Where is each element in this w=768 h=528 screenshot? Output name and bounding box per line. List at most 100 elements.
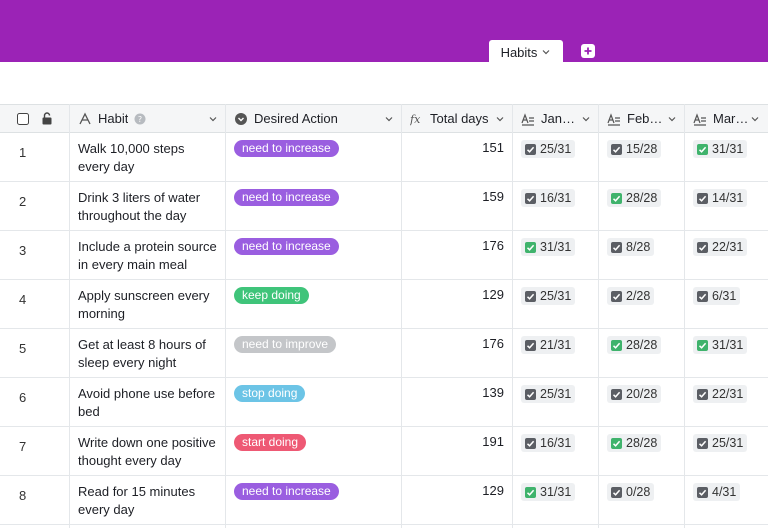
column-divider: [401, 104, 402, 528]
checkbox-icon: [697, 143, 708, 155]
chevron-down-icon[interactable]: [208, 114, 218, 124]
table-row[interactable]: 3 Include a protein source in every main …: [0, 231, 768, 280]
desired-action-cell[interactable]: need to improve: [226, 329, 401, 377]
jan-cell[interactable]: 31/31: [521, 238, 576, 256]
desired-action-cell[interactable]: need to increase: [226, 182, 401, 230]
checkbox-icon: [697, 486, 708, 498]
total-days-cell[interactable]: 139: [482, 385, 504, 400]
feb-cell[interactable]: 28/28: [607, 189, 662, 207]
total-days-cell[interactable]: 129: [482, 287, 504, 302]
checkbox-icon: [525, 241, 536, 253]
total-days-cell[interactable]: 151: [482, 140, 504, 155]
mar-value: 22/31: [712, 387, 744, 401]
feb-cell[interactable]: 20/28: [607, 385, 662, 403]
column-divider: [598, 104, 599, 528]
mar-cell[interactable]: 14/31: [693, 189, 748, 207]
chevron-down-icon[interactable]: [667, 114, 677, 124]
total-days-cell[interactable]: 176: [482, 336, 504, 351]
mar-cell[interactable]: 31/31: [693, 140, 748, 158]
jan-value: 16/31: [540, 191, 572, 205]
table-row[interactable]: 2 Drink 3 liters of water throughout the …: [0, 182, 768, 231]
chevron-down-icon[interactable]: [384, 114, 394, 124]
jan-cell[interactable]: 25/31: [521, 385, 576, 403]
desired-action-cell[interactable]: need to increase: [226, 231, 401, 279]
checkbox-icon: [525, 437, 536, 449]
jan-cell[interactable]: 25/31: [521, 287, 576, 305]
mar-cell[interactable]: 31/31: [693, 336, 748, 354]
total-days-cell[interactable]: 191: [482, 434, 504, 449]
habit-cell[interactable]: Drink 3 liters of water throughout the d…: [78, 190, 201, 223]
desired-action-pill: need to improve: [234, 336, 337, 353]
column-header-habit-label: Habit: [98, 111, 129, 126]
mar-value: 31/31: [712, 338, 744, 352]
row-number: 7: [19, 439, 27, 454]
column-header-desired-action[interactable]: Desired Action: [226, 104, 402, 133]
column-header-mar[interactable]: Mar…: [685, 104, 768, 133]
total-days-cell[interactable]: 176: [482, 238, 504, 253]
jan-cell[interactable]: 16/31: [521, 434, 576, 452]
info-icon[interactable]: ?: [134, 113, 146, 125]
checkbox-icon: [697, 192, 708, 204]
chevron-down-icon[interactable]: [750, 114, 760, 124]
total-days-cell[interactable]: 159: [482, 189, 504, 204]
column-header-total-days-label: Total days: [430, 111, 489, 126]
jan-cell[interactable]: 31/31: [521, 483, 576, 501]
habit-cell[interactable]: Avoid phone use before bed: [78, 386, 216, 419]
feb-cell[interactable]: 15/28: [607, 140, 662, 158]
checkbox-icon: [525, 486, 536, 498]
mar-cell[interactable]: 25/31: [693, 434, 748, 452]
checkbox-icon: [697, 290, 708, 302]
mar-cell[interactable]: 4/31: [693, 483, 741, 501]
table-row[interactable]: 8 Read for 15 minutes every day need to in…: [0, 476, 768, 525]
jan-cell[interactable]: 21/31: [521, 336, 576, 354]
feb-cell[interactable]: 28/28: [607, 434, 662, 452]
select-all-checkbox[interactable]: [17, 113, 29, 125]
lock-icon[interactable]: [41, 112, 53, 125]
feb-cell[interactable]: 2/28: [607, 287, 655, 305]
column-header-jan[interactable]: Jan…: [513, 104, 599, 133]
column-header-total-days[interactable]: fx Total days: [402, 104, 513, 133]
add-table-button[interactable]: [581, 44, 595, 58]
column-header-habit[interactable]: Habit ?: [70, 104, 226, 133]
checkbox-icon: [525, 290, 536, 302]
desired-action-cell[interactable]: keep doing: [226, 280, 401, 328]
feb-cell[interactable]: 0/28: [607, 483, 655, 501]
table-row[interactable]: 4 Apply sunscreen every morning keep doing…: [0, 280, 768, 329]
table-row[interactable]: 6 Avoid phone use before bed stop doing 139…: [0, 378, 768, 427]
desired-action-cell[interactable]: need to increase: [226, 133, 401, 181]
feb-cell[interactable]: 8/28: [607, 238, 655, 256]
jan-value: 25/31: [540, 387, 572, 401]
total-days-cell[interactable]: 129: [482, 483, 504, 498]
tab-habits[interactable]: Habits: [489, 40, 563, 64]
table-row[interactable]: 5 Get at least 8 hours of sleep every nig…: [0, 329, 768, 378]
habit-cell[interactable]: Read for 15 minutes every day: [78, 484, 196, 517]
mar-cell[interactable]: 22/31: [693, 238, 748, 256]
chevron-down-icon[interactable]: [495, 114, 505, 124]
mar-value: 4/31: [712, 485, 737, 499]
habit-cell[interactable]: Walk 10,000 steps every day: [78, 141, 185, 174]
desired-action-cell[interactable]: need to increase: [226, 476, 401, 524]
habit-cell[interactable]: Include a protein source in every main m…: [78, 239, 217, 272]
feb-value: 28/28: [626, 338, 658, 352]
column-header-feb[interactable]: Feb…: [599, 104, 685, 133]
jan-cell[interactable]: 16/31: [521, 189, 576, 207]
feb-cell[interactable]: 28/28: [607, 336, 662, 354]
checkbox-icon: [611, 339, 622, 351]
svg-text:fx: fx: [410, 113, 421, 126]
habit-cell[interactable]: Get at least 8 hours of sleep every nigh…: [78, 337, 206, 370]
checkbox-icon: [611, 290, 622, 302]
checkbox-icon: [611, 192, 622, 204]
table-row[interactable]: 1 Walk 10,000 steps every day need to incr…: [0, 133, 768, 182]
mar-cell[interactable]: 6/31: [693, 287, 741, 305]
checkbox-icon: [697, 437, 708, 449]
table-row[interactable]: 7 Write down one positive thought every d…: [0, 427, 768, 476]
mar-value: 25/31: [712, 436, 744, 450]
habit-cell[interactable]: Write down one positive thought every da…: [78, 435, 216, 468]
mar-cell[interactable]: 22/31: [693, 385, 748, 403]
habit-cell[interactable]: Apply sunscreen every morning: [78, 288, 210, 321]
chevron-down-icon[interactable]: [581, 114, 591, 124]
desired-action-cell[interactable]: stop doing: [226, 378, 401, 426]
jan-cell[interactable]: 25/31: [521, 140, 576, 158]
desired-action-cell[interactable]: start doing: [226, 427, 401, 475]
chevron-down-icon[interactable]: [541, 47, 551, 57]
